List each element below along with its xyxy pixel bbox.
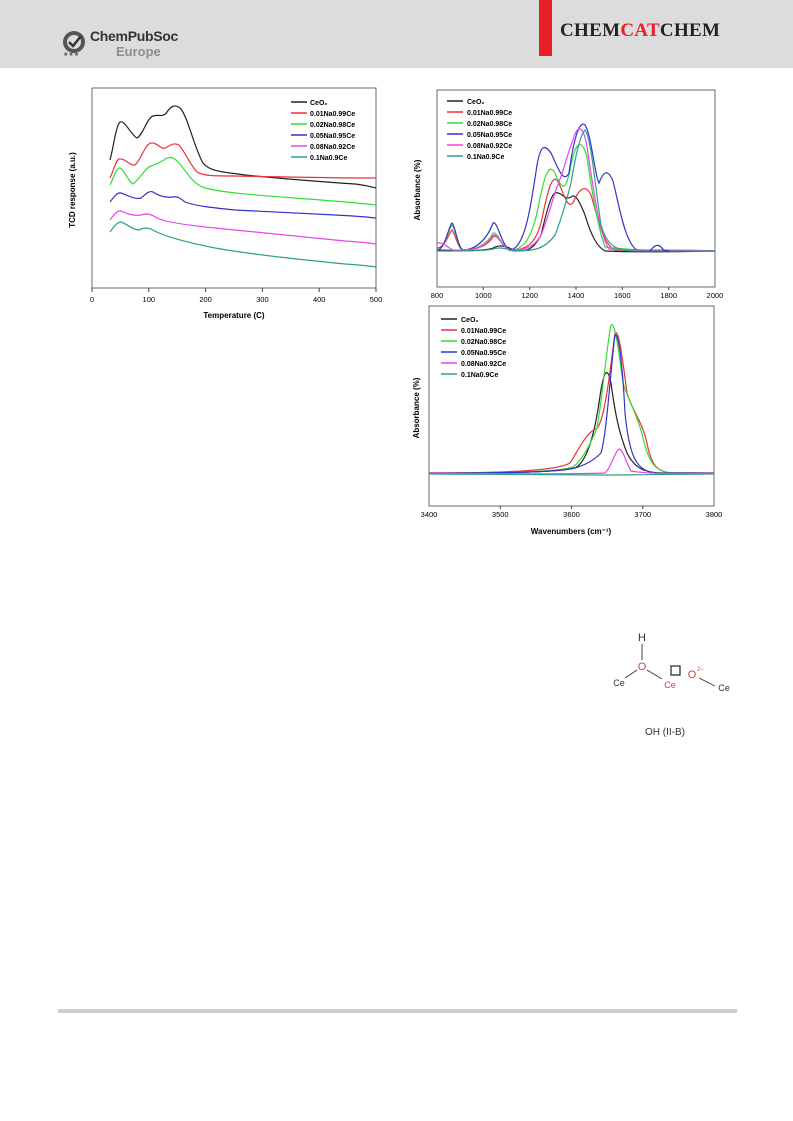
journal-title-part2: CAT xyxy=(620,20,660,41)
ir-high-curve-01na xyxy=(428,473,715,476)
legend-entry: 0.01Na0.99Ce xyxy=(310,111,355,118)
tpr-curve-001na xyxy=(109,142,377,179)
ir-low-xticks: 800 1000 1200 1400 1600 1800 2000 xyxy=(431,287,724,300)
tpr-legend: CeO₂ 0.01Na0.99Ce 0.02Na0.98Ce 0.05Na0.9… xyxy=(291,100,355,162)
tpr-xtick-label: 0 xyxy=(90,295,94,304)
legend-entry: 0.08Na0.92Ce xyxy=(461,361,506,368)
ir-high-curve-005na xyxy=(428,334,714,474)
journal-title-part1: CHEM xyxy=(560,20,621,41)
legend-entry: CeO₂ xyxy=(461,317,479,324)
ir-low-xtick-label: 1800 xyxy=(660,291,677,300)
publisher-name: ChemPubSoc xyxy=(90,28,179,44)
tpr-curve-005na xyxy=(109,190,377,219)
ir-high-xtick-label: 3800 xyxy=(706,510,723,519)
tpr-xtick-label: 400 xyxy=(313,295,326,304)
ir-high-xtick-label: 3700 xyxy=(634,510,651,519)
scheme-atom-ce-left: Ce xyxy=(613,678,625,688)
ir-low-peak-1760 xyxy=(649,244,670,252)
scheme-atom-ce-right: Ce xyxy=(718,683,730,693)
ir-low-xtick-label: 2000 xyxy=(707,291,724,300)
ir-high-xtick-label: 3500 xyxy=(492,510,509,519)
legend-entry: 0.02Na0.98Ce xyxy=(467,121,512,128)
ir-low-curve-008na xyxy=(436,128,716,252)
tpr-ylabel: TCD response (a.u.) xyxy=(68,152,77,228)
publisher-sub: Europe xyxy=(116,44,161,59)
ir-high-ylabel: Absorbance (%) xyxy=(412,377,421,438)
scheme-atom-o: O xyxy=(638,661,647,673)
page-header: ★★★ ChemPubSoc Europe CHEMCATCHEM xyxy=(0,0,793,68)
ir-high-curve-002na xyxy=(428,324,714,474)
legend-entry: CeO₂ xyxy=(310,100,328,107)
ir-low-xtick-label: 1400 xyxy=(568,291,585,300)
ir-high-curve-ceo2 xyxy=(428,372,714,474)
ir-low-curve-001na xyxy=(436,178,716,252)
svg-text:★★★: ★★★ xyxy=(63,51,79,57)
tpr-xtick-label: 500 xyxy=(370,295,383,304)
ir-high-xtick-label: 3400 xyxy=(421,510,438,519)
ir-low-curve-01na xyxy=(436,129,715,252)
legend-entry: 0.02Na0.98Ce xyxy=(310,122,355,129)
chempubsoc-logo-icon: ★★★ xyxy=(63,31,85,57)
ir-low-curve-ceo2 xyxy=(436,192,716,253)
tpr-xtick-label: 100 xyxy=(143,295,156,304)
legend-entry: 0.05Na0.95Ce xyxy=(467,132,512,139)
ir-high-curve-008na xyxy=(428,448,715,475)
tpr-xlabel: Temperature (C) xyxy=(203,311,265,320)
tpr-xtick-label: 200 xyxy=(199,295,212,304)
ir-low-xtick-label: 1600 xyxy=(614,291,631,300)
journal-title-part3: CHEM xyxy=(659,20,721,41)
ir-low-xtick-label: 1000 xyxy=(475,291,492,300)
scheme-caption: OH (II-B) xyxy=(645,727,685,738)
legend-entry: 0.08Na0.92Ce xyxy=(310,144,355,151)
legend-entry: 0.01Na0.99Ce xyxy=(467,110,512,117)
scheme-atom-h: H xyxy=(638,632,646,644)
ir-high-chart: 3400 3500 3600 3700 3800 Wavenumbers (cm… xyxy=(412,305,723,536)
tpr-curve-008na xyxy=(109,210,377,245)
tpr-xtick-label: 300 xyxy=(256,295,269,304)
ir-low-plot-frame xyxy=(436,89,716,288)
legend-entry: 0.01Na0.99Ce xyxy=(461,328,506,335)
tpr-plot-frame xyxy=(91,87,377,289)
journal-title: CHEMCATCHEM xyxy=(560,20,720,42)
ir-high-xtick-label: 3600 xyxy=(563,510,580,519)
legend-entry: 0.02Na0.98Ce xyxy=(461,339,506,346)
legend-entry: 0.1Na0.9Ce xyxy=(467,154,504,161)
legend-entry: 0.05Na0.95Ce xyxy=(461,350,506,357)
ir-low-legend: CeO₂ 0.01Na0.99Ce 0.02Na0.98Ce 0.05Na0.9… xyxy=(447,99,512,161)
scheme-vacancy-box xyxy=(670,665,681,676)
tpr-chart: 0 100 200 300 400 500 Temperature (C) TC… xyxy=(68,87,382,320)
ir-high-legend: CeO₂ 0.01Na0.99Ce 0.02Na0.98Ce 0.05Na0.9… xyxy=(441,317,506,379)
ir-high-plot-frame xyxy=(428,305,715,507)
ir-low-chart: 800 1000 1200 1400 1600 1800 2000 Absorb… xyxy=(413,89,724,300)
footer-rule xyxy=(58,1009,737,1013)
ir-high-xticks: 3400 3500 3600 3700 3800 xyxy=(421,506,723,519)
ir-high-xlabel: Wavenumbers (cm⁻¹) xyxy=(531,527,612,536)
scheme-charge: 2− xyxy=(697,667,704,673)
scheme-atom-ce-mid: Ce xyxy=(664,680,676,690)
tpr-curve-ceo2 xyxy=(109,105,377,189)
ir-low-ylabel: Absorbance (%) xyxy=(413,159,422,220)
legend-entry: 0.1Na0.9Ce xyxy=(310,155,347,162)
tpr-curve-01na xyxy=(109,221,377,268)
ir-low-xtick-label: 800 xyxy=(431,291,444,300)
legend-entry: CeO₂ xyxy=(467,99,485,106)
legend-entry: 0.08Na0.92Ce xyxy=(467,143,512,150)
scheme-atom-o2: O xyxy=(688,669,697,681)
legend-entry: 0.1Na0.9Ce xyxy=(461,372,498,379)
tpr-xticks: 0 100 200 300 400 500 xyxy=(90,288,382,304)
oh-site-scheme: H O Ce Ce O 2− Ce OH (II-B) xyxy=(613,632,730,738)
ir-low-xtick-label: 1200 xyxy=(521,291,538,300)
tpr-curve-002na xyxy=(109,156,377,206)
legend-entry: 0.05Na0.95Ce xyxy=(310,133,355,140)
journal-accent-bar xyxy=(539,0,552,56)
